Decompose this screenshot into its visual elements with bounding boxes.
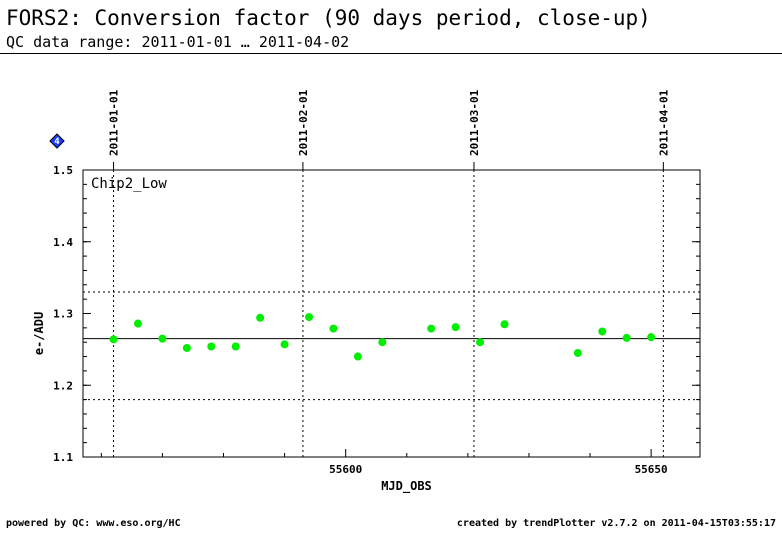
data-point [256,313,265,322]
badge-label: 4 [54,137,60,147]
y-axis-ticks: 1.1 1.2 1.3 1.4 1.5 [53,164,700,464]
data-point [182,343,191,352]
y-tick-label: 1.4 [53,236,73,249]
y-axis-label: e-/ADU [32,312,46,355]
data-point [378,338,387,347]
y-tick-label: 1.5 [53,164,73,177]
footer-left: powered by QC: www.eso.org/HC [6,518,181,529]
data-point [598,327,607,336]
date-marker-label: 2011-03-01 [468,89,481,156]
x-axis-label: MJD_OBS [381,479,432,494]
data-point [647,333,656,342]
x-axis-ticks: 55600 55650 [100,449,668,476]
x-tick-label: 55600 [329,463,362,476]
data-point [329,324,338,333]
date-marker-label: 2011-04-01 [657,89,670,156]
y-tick-label: 1.2 [53,379,73,392]
data-point [500,320,509,329]
date-marker-label: 2011-01-01 [108,89,121,156]
data-point [133,319,142,328]
count-badge: 4 [49,133,65,149]
data-point [427,324,436,333]
data-point [305,313,314,322]
data-point [207,342,216,351]
data-point [573,348,582,357]
y-tick-label: 1.1 [53,451,73,464]
panel-label: Chip2_Low [91,176,167,192]
badge-diamond [49,133,65,149]
page-subtitle: QC data range: 2011-01-01 … 2011-04-02 [6,33,350,51]
x-tick-label: 55650 [635,463,668,476]
page-title: FORS2: Conversion factor (90 days period… [6,6,651,30]
data-point [353,352,362,361]
data-points [109,313,656,361]
date-marker-label: 2011-02-01 [297,89,310,156]
data-point [280,340,289,349]
data-point [622,333,631,342]
header-divider [0,53,782,54]
footer-right: created by trendPlotter v2.7.2 on 2011-0… [456,518,776,529]
y-tick-label: 1.3 [53,308,73,321]
data-point [476,338,485,347]
data-point [231,342,240,351]
date-markers: 2011-01-01 2011-02-01 2011-03-01 2011-04-01 [108,89,670,457]
data-point [451,323,460,332]
data-point [158,334,167,343]
data-point [109,335,118,344]
reference-lines [83,291,700,401]
plot-frame [82,169,701,458]
